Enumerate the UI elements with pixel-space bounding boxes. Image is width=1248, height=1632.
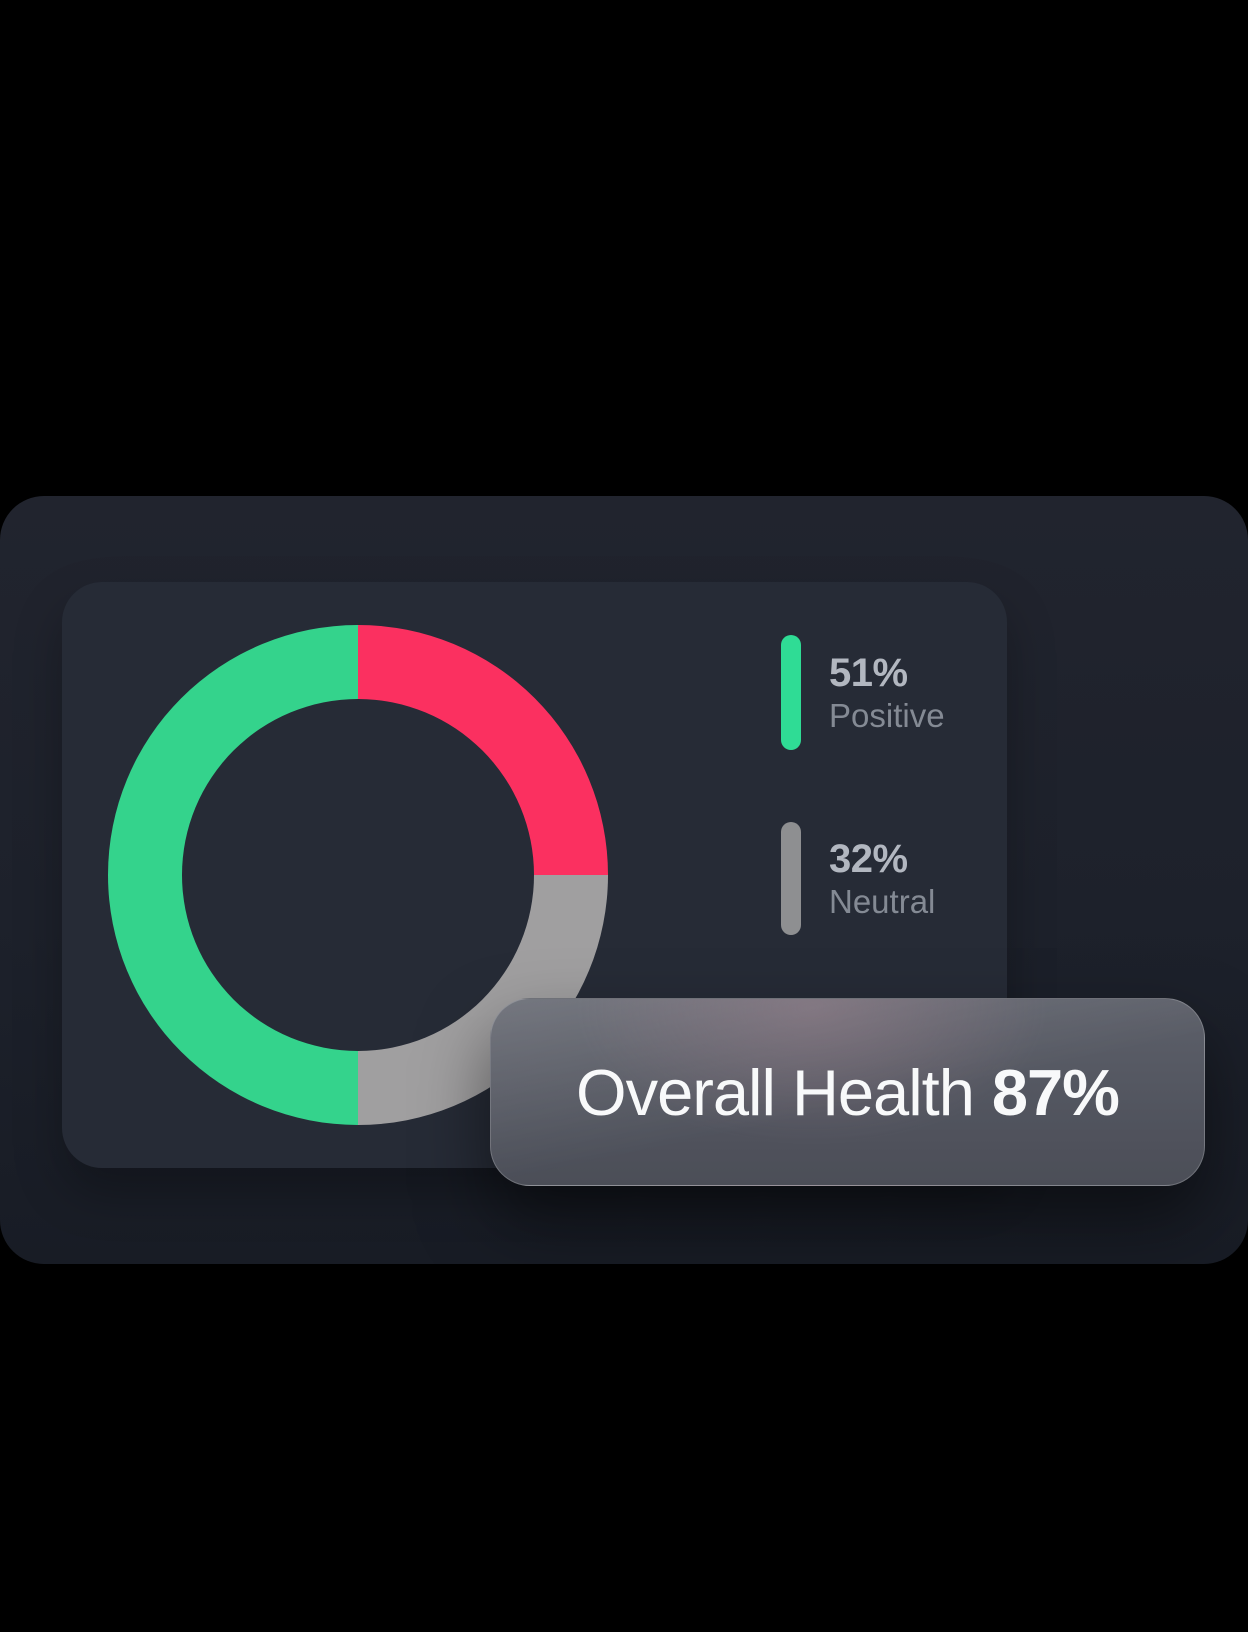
positive-value: 51% xyxy=(829,650,908,695)
overall-health-text: Overall Health 87% xyxy=(576,1055,1120,1130)
legend-text-positive: 51% Positive xyxy=(829,652,945,734)
overall-health-label: Overall Health xyxy=(576,1055,975,1129)
neutral-value: 32% xyxy=(829,836,908,881)
positive-label: Positive xyxy=(829,696,945,734)
legend-text-neutral: 32% Neutral xyxy=(829,838,935,920)
neutral-color-bar xyxy=(781,822,801,935)
legend-item-neutral: 32% Neutral xyxy=(781,822,935,935)
donut-chart-hole xyxy=(182,699,534,1051)
legend-item-positive: 51% Positive xyxy=(781,635,945,750)
positive-color-bar xyxy=(781,635,801,750)
neutral-label: Neutral xyxy=(829,882,936,920)
overall-health-value: 87% xyxy=(991,1055,1120,1129)
overall-health-badge: Overall Health 87% xyxy=(490,998,1205,1186)
